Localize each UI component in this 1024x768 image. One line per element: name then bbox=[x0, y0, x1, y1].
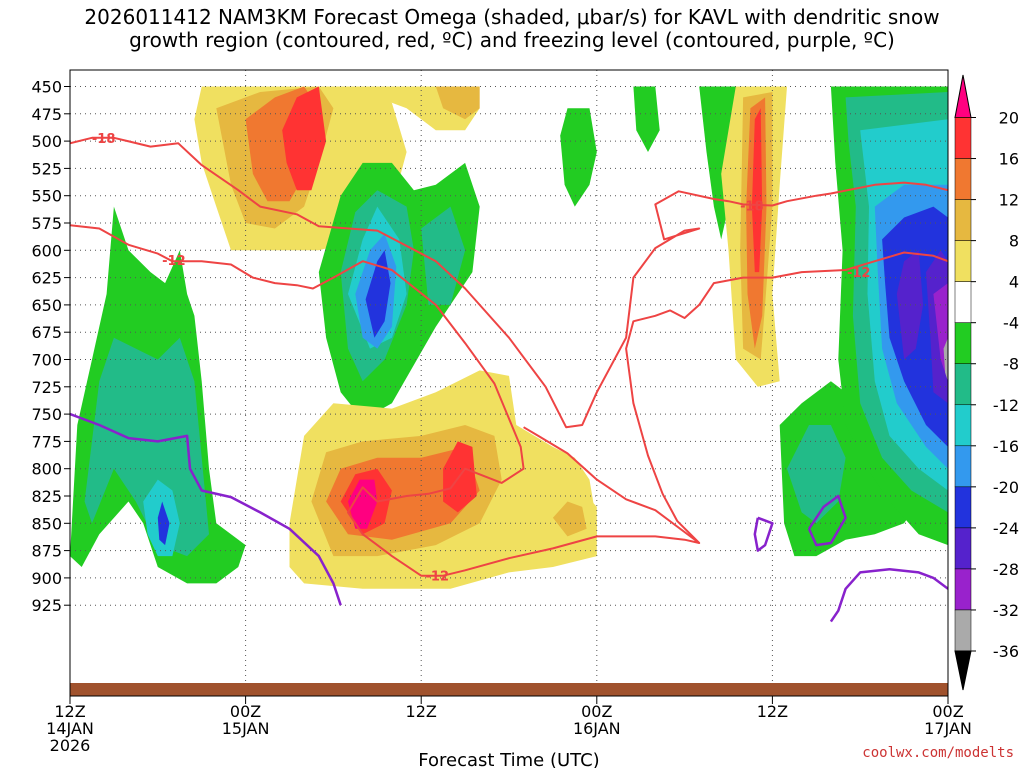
colorbar-swatch bbox=[954, 322, 972, 364]
omega-region-21 bbox=[84, 337, 209, 557]
dgz-contour-1 bbox=[70, 224, 701, 577]
x-tick-label: 00Z bbox=[932, 702, 963, 721]
colorbar-legend: 20 16 12 8 4 -4 -8 -12 -16 -20 -24 -28 -32 -36 bbox=[954, 74, 1019, 691]
x-tick-label: 16JAN bbox=[573, 719, 621, 738]
colorbar-label: 8 bbox=[1009, 232, 1019, 251]
omega-shading-layer bbox=[70, 86, 948, 589]
y-tick-label: 500 bbox=[31, 132, 62, 151]
y-tick-label: 875 bbox=[31, 542, 62, 561]
omega-region-30 bbox=[751, 108, 763, 273]
contour-label-3: -18 bbox=[740, 200, 764, 215]
contour-label-1: -12 bbox=[162, 254, 186, 269]
y-tick-label: 750 bbox=[31, 405, 62, 424]
colorbar-top-arrow bbox=[954, 74, 972, 118]
x-tick-label: 12Z bbox=[54, 702, 85, 721]
y-tick-label: 625 bbox=[31, 269, 62, 288]
y-tick-label: 550 bbox=[31, 187, 62, 206]
plot-frame bbox=[69, 69, 949, 697]
colorbar-label: 4 bbox=[1009, 273, 1019, 292]
colorbar-label: -36 bbox=[993, 642, 1019, 661]
colorbar-swatch bbox=[954, 445, 972, 488]
colorbar-label: -8 bbox=[1003, 355, 1019, 374]
colorbar-label: -16 bbox=[993, 437, 1019, 456]
x-tick-label: 15JAN bbox=[222, 719, 270, 738]
contour-label-2: -12 bbox=[426, 570, 450, 585]
colorbar-swatch bbox=[954, 609, 972, 652]
y-tick-label: 700 bbox=[31, 351, 62, 370]
freezing-contour-2 bbox=[807, 494, 847, 547]
colorbar-swatch bbox=[954, 363, 972, 406]
y-tick-label: 475 bbox=[31, 105, 62, 124]
y-tick-label: 775 bbox=[31, 432, 62, 451]
y-tick-label: 525 bbox=[31, 159, 62, 178]
omega-region-5 bbox=[435, 86, 480, 120]
colorbar-swatch bbox=[954, 404, 972, 447]
dgz-contour-2 bbox=[625, 251, 948, 544]
colorbar-label: 12 bbox=[999, 191, 1019, 210]
x-tick-label: 00Z bbox=[230, 702, 261, 721]
colorbar-label: -20 bbox=[993, 478, 1019, 497]
colorbar-label: -28 bbox=[993, 560, 1019, 579]
y-tick-label: 575 bbox=[31, 214, 62, 233]
ground-terrain bbox=[70, 683, 948, 696]
freezing-contour-1 bbox=[829, 567, 948, 623]
colorbar-swatch bbox=[954, 158, 972, 200]
y-tick-label: 825 bbox=[31, 487, 62, 506]
colorbar-bottom-arrow bbox=[954, 650, 972, 691]
x-axis-title: Forecast Time (UTC) bbox=[418, 750, 599, 768]
contour-layer: -18 -12 -12 -18 -12 bbox=[70, 132, 948, 623]
y-tick-label: 925 bbox=[31, 596, 62, 615]
colorbar-swatch bbox=[954, 527, 972, 570]
y-axis: 450 475 500 525 550 575 600 625 650 675 700 725 750 7… bbox=[31, 78, 70, 615]
site-credit: coolwx.com/modelts bbox=[862, 745, 1014, 761]
omega-region-32 bbox=[787, 425, 846, 524]
y-tick-label: 650 bbox=[31, 296, 62, 315]
omega-region-38 bbox=[896, 250, 924, 360]
x-tick-label: 00Z bbox=[581, 702, 612, 721]
x-tick-label: 12Z bbox=[406, 702, 437, 721]
y-tick-label: 900 bbox=[31, 569, 62, 588]
chart-title-line1: 2026011412 NAM3KM Forecast Omega (shaded… bbox=[84, 5, 940, 29]
contour-label-4: -12 bbox=[847, 266, 871, 281]
omega-region-23 bbox=[157, 501, 170, 546]
x-tick-label: 14JAN bbox=[46, 719, 94, 738]
contour-label-0: -18 bbox=[92, 132, 116, 147]
colorbar-swatch bbox=[954, 240, 972, 282]
x-tick-label: 12Z bbox=[757, 702, 788, 721]
omega-region-9 bbox=[421, 206, 466, 305]
colorbar-label: -4 bbox=[1003, 314, 1019, 333]
omega-region-3 bbox=[282, 86, 327, 191]
x-tick-label: 2026 bbox=[50, 736, 91, 755]
y-tick-label: 800 bbox=[31, 460, 62, 479]
omega-region-24 bbox=[560, 108, 597, 207]
y-tick-label: 675 bbox=[31, 323, 62, 342]
colorbar-label: -24 bbox=[993, 519, 1019, 538]
colorbar-swatch bbox=[954, 281, 972, 323]
y-tick-label: 600 bbox=[31, 241, 62, 260]
colorbar-swatch bbox=[954, 486, 972, 529]
freezing-contour-0 bbox=[70, 412, 342, 606]
omega-region-25 bbox=[633, 86, 660, 152]
omega-region-17 bbox=[348, 479, 378, 529]
colorbar-label: 20 bbox=[999, 109, 1019, 128]
y-tick-label: 725 bbox=[31, 378, 62, 397]
colorbar-swatch bbox=[954, 117, 972, 159]
colorbar-label: 16 bbox=[999, 150, 1019, 169]
dgz-contour-0 bbox=[70, 136, 948, 429]
y-tick-label: 850 bbox=[31, 514, 62, 533]
colorbar-label: -32 bbox=[993, 601, 1019, 620]
colorbar-swatch bbox=[954, 568, 972, 611]
x-tick-label: 17JAN bbox=[924, 719, 972, 738]
colorbar-swatch bbox=[954, 199, 972, 241]
chart-title-line2: growth region (contoured, red, ºC) and f… bbox=[129, 28, 895, 52]
colorbar-label: -12 bbox=[993, 396, 1019, 415]
freezing-contour-3 bbox=[753, 516, 774, 552]
y-tick-label: 450 bbox=[31, 78, 62, 97]
omega-region-11 bbox=[365, 250, 391, 338]
omega-region-19 bbox=[552, 501, 587, 537]
